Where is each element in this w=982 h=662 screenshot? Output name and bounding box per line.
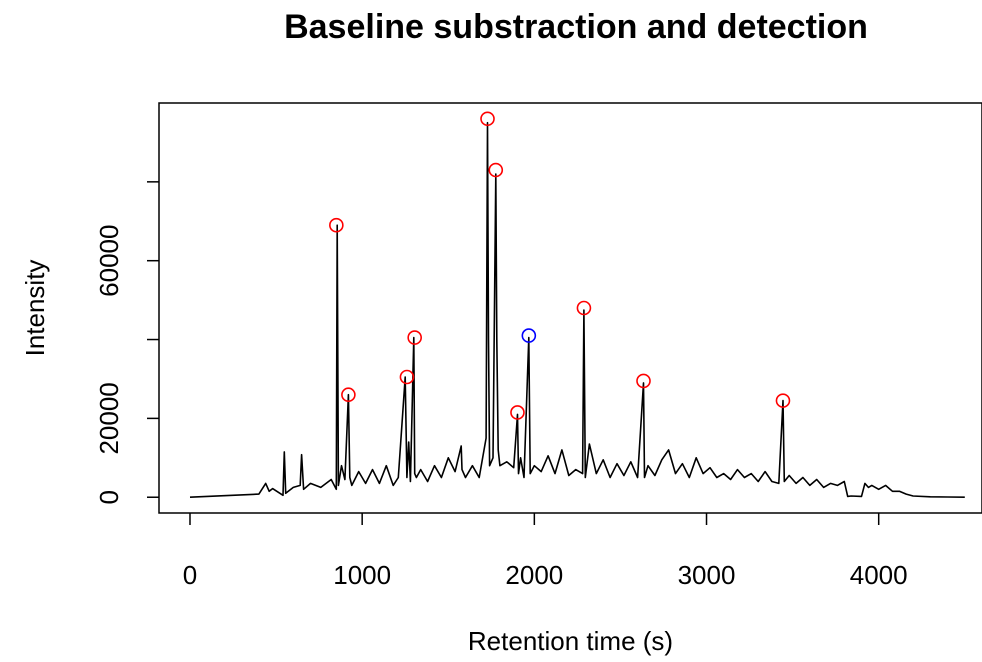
x-axis-label: Retention time (s) <box>468 626 673 656</box>
red-peak-marker <box>510 405 525 420</box>
red-peak-marker <box>488 162 504 178</box>
y-tick-label: 20000 <box>94 382 124 454</box>
red-peak-marker <box>341 387 356 403</box>
blue-peak-marker <box>521 328 537 343</box>
x-tick-label: 3000 <box>678 560 736 590</box>
red-peak-marker <box>329 217 344 233</box>
red-peak-marker <box>775 393 791 408</box>
y-tick-label: 0 <box>94 490 124 504</box>
x-tick-label: 0 <box>183 560 197 590</box>
chart-title: Baseline substraction and detection <box>284 8 868 46</box>
red-peak-marker <box>407 330 422 345</box>
peaks-layer <box>329 111 791 420</box>
y-tick-label: 60000 <box>94 225 124 297</box>
x-tick-label: 2000 <box>505 560 563 590</box>
x-tick-label: 1000 <box>333 560 391 590</box>
plot-frame <box>158 102 982 514</box>
red-peak-marker <box>636 373 651 389</box>
axis-ticks: 0 1000 2000 3000 4000 0 20000 60000 <box>94 181 908 590</box>
red-peak-marker <box>399 369 415 385</box>
x-tick-label: 4000 <box>850 560 908 590</box>
y-axis-label: Intensity <box>20 260 50 357</box>
red-peak-marker <box>576 300 592 316</box>
red-peak-marker <box>480 111 495 127</box>
series-layer <box>189 121 965 498</box>
chromatogram-line <box>189 121 965 498</box>
